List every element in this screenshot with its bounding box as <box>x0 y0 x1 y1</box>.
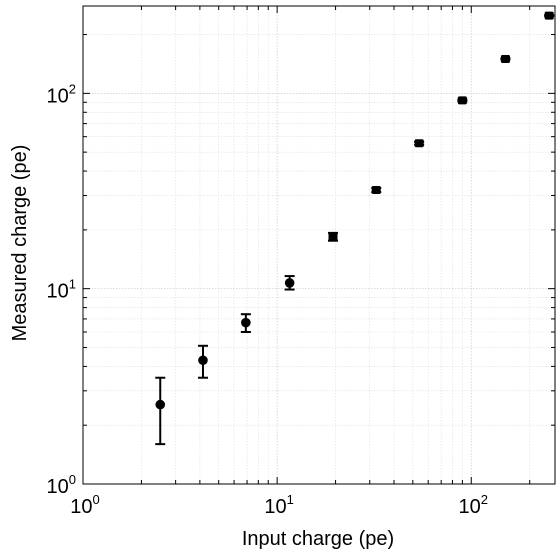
data-marker <box>284 278 295 288</box>
data-marker <box>198 355 208 366</box>
data-marker <box>500 54 510 63</box>
data-marker <box>155 399 166 410</box>
data-marker <box>371 186 381 195</box>
data-marker <box>544 11 554 20</box>
data-point <box>240 313 251 334</box>
data-point <box>414 139 425 148</box>
data-marker <box>241 317 251 328</box>
grid <box>83 6 555 484</box>
y-axis-title: Measured charge (pe) <box>9 145 31 342</box>
x-axis-title: Input charge (pe) <box>242 528 394 550</box>
plot-frame <box>82 5 556 485</box>
y-tick-label: 102 <box>47 81 76 107</box>
x-tick-label: 101 <box>264 492 293 518</box>
data-marker <box>328 232 338 241</box>
data-point <box>284 275 295 291</box>
y-tick-label: 101 <box>47 277 76 303</box>
data-point <box>371 186 382 195</box>
axis-ticks <box>82 6 555 485</box>
data-marker <box>457 96 467 105</box>
tick-labels: 100 101 102 100 101 102 <box>47 81 488 518</box>
y-tick-label: 100 <box>47 472 76 498</box>
data-marker <box>414 139 424 148</box>
data-point <box>328 231 339 242</box>
data-point <box>457 96 468 105</box>
data-point <box>197 344 208 379</box>
data-point <box>500 54 511 63</box>
x-tick-label: 102 <box>459 492 488 518</box>
data-point <box>155 376 166 446</box>
x-tick-label: 100 <box>70 492 99 518</box>
data-series <box>155 11 555 446</box>
data-point <box>544 11 555 20</box>
